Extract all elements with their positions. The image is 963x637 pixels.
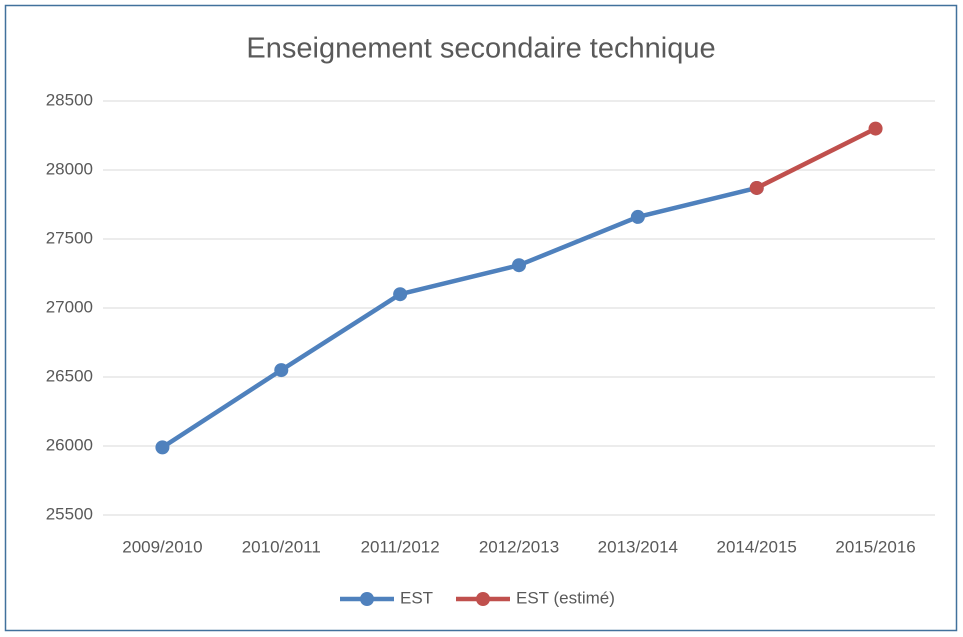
legend-label: EST (estimé) <box>516 588 615 607</box>
x-tick-label: 2015/2016 <box>835 537 915 556</box>
y-tick-label: 27000 <box>46 297 93 316</box>
x-tick-label: 2010/2011 <box>242 537 321 556</box>
data-point <box>274 363 289 378</box>
x-tick-label: 2014/2015 <box>717 537 797 556</box>
series-line <box>161 185 758 450</box>
data-point <box>155 440 170 455</box>
x-tick-label: 2013/2014 <box>598 537 678 556</box>
series-line <box>755 126 877 190</box>
data-point <box>868 121 883 136</box>
legend-marker <box>476 592 490 606</box>
chart-title: Enseignement secondaire technique <box>246 33 715 65</box>
x-tick-label: 2009/2010 <box>122 537 202 556</box>
legend-marker <box>360 592 374 606</box>
y-tick-label: 26000 <box>46 435 93 454</box>
y-tick-label: 28500 <box>46 90 93 109</box>
x-tick-label: 2012/2013 <box>479 537 559 556</box>
y-tick-label: 25500 <box>46 504 93 523</box>
data-point <box>512 258 526 273</box>
chart-border <box>4 4 958 632</box>
data-point <box>393 287 408 302</box>
data-point <box>630 209 645 224</box>
data-point <box>749 180 764 195</box>
x-tick-label: 2011/2012 <box>361 537 440 556</box>
y-tick-label: 27500 <box>46 228 93 247</box>
y-tick-label: 26500 <box>46 366 93 385</box>
y-tick-label: 28000 <box>46 159 93 178</box>
legend-label: EST <box>400 588 433 607</box>
